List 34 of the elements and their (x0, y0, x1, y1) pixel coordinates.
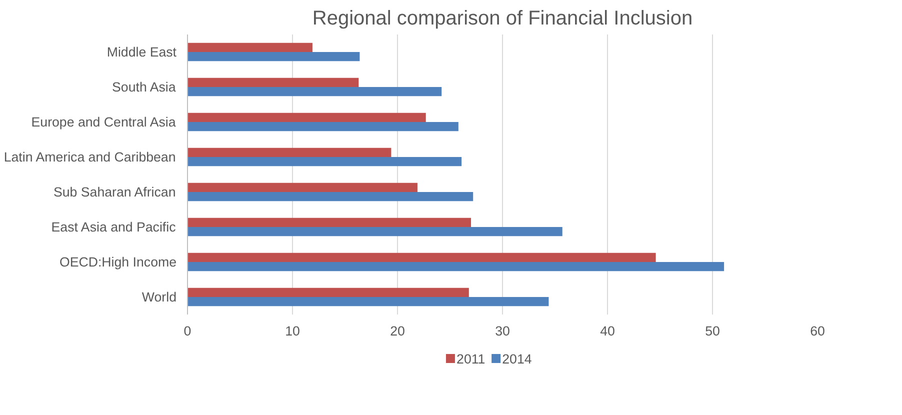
bar (188, 262, 724, 272)
bar (188, 78, 359, 87)
bar (188, 112, 426, 122)
y-tick-label: Middle East (106, 44, 177, 60)
x-tick-label: 30 (495, 324, 510, 338)
bar (188, 182, 418, 192)
bar (188, 42, 312, 52)
bar (188, 122, 458, 132)
bar (188, 148, 392, 157)
bar (188, 157, 462, 166)
y-tick-label: East Asia and Pacific (51, 220, 176, 234)
y-tick-label: South Asia (112, 80, 176, 94)
x-tick-label: 0 (184, 324, 192, 338)
bar (188, 192, 474, 202)
legend-label: 2011 (456, 352, 486, 366)
bar (188, 52, 360, 62)
bar (188, 297, 549, 306)
y-tick-label: World (142, 290, 177, 304)
y-tick-label: Europe and Central Asia (31, 114, 176, 130)
legend-label: 2014 (502, 352, 532, 366)
x-tick-label: 40 (600, 324, 615, 338)
bar (188, 227, 562, 236)
bar (188, 252, 656, 262)
bar (188, 218, 471, 227)
x-tick-label: 60 (810, 324, 825, 338)
x-tick-label: 50 (705, 324, 720, 338)
y-tick-label: Sub Saharan African (54, 184, 176, 200)
bar (188, 288, 469, 297)
x-tick-label: 10 (285, 324, 300, 338)
y-tick-label: Latin America and Caribbean (4, 150, 176, 164)
x-tick-label: 20 (390, 324, 405, 338)
y-tick-label: OECD:High Income (59, 254, 176, 270)
bar (188, 87, 442, 96)
chart-title: Regional comparison of Financial Inclusion (312, 8, 693, 30)
